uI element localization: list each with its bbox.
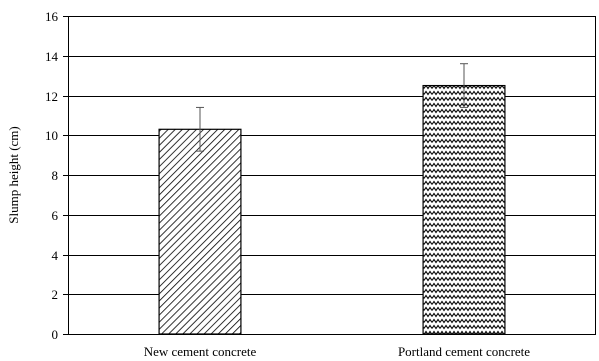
labels: Slump height (cm) 0 2 4 6 8 10 12 14 16 New cemen… bbox=[6, 9, 530, 359]
y-tick-label: 14 bbox=[45, 49, 59, 64]
y-tick-label: 2 bbox=[52, 287, 59, 302]
x-tick-label: New cement concrete bbox=[144, 344, 257, 359]
y-tick-label: 10 bbox=[45, 128, 58, 143]
bars bbox=[158, 84, 506, 335]
y-tick-label: 4 bbox=[52, 248, 59, 263]
y-axis-label: Slump height (cm) bbox=[6, 126, 21, 224]
error-bars bbox=[196, 63, 468, 152]
y-tick-label: 16 bbox=[45, 9, 59, 24]
x-tick-label: Portland cement concrete bbox=[398, 344, 530, 359]
y-tick-label: 0 bbox=[52, 327, 59, 342]
axes bbox=[63, 16, 596, 335]
y-tick-label: 6 bbox=[52, 208, 59, 223]
bar bbox=[158, 128, 242, 335]
gridlines bbox=[68, 16, 596, 295]
y-tick-label: 8 bbox=[52, 168, 59, 183]
y-tick-label: 12 bbox=[45, 89, 58, 104]
bar bbox=[422, 84, 506, 335]
